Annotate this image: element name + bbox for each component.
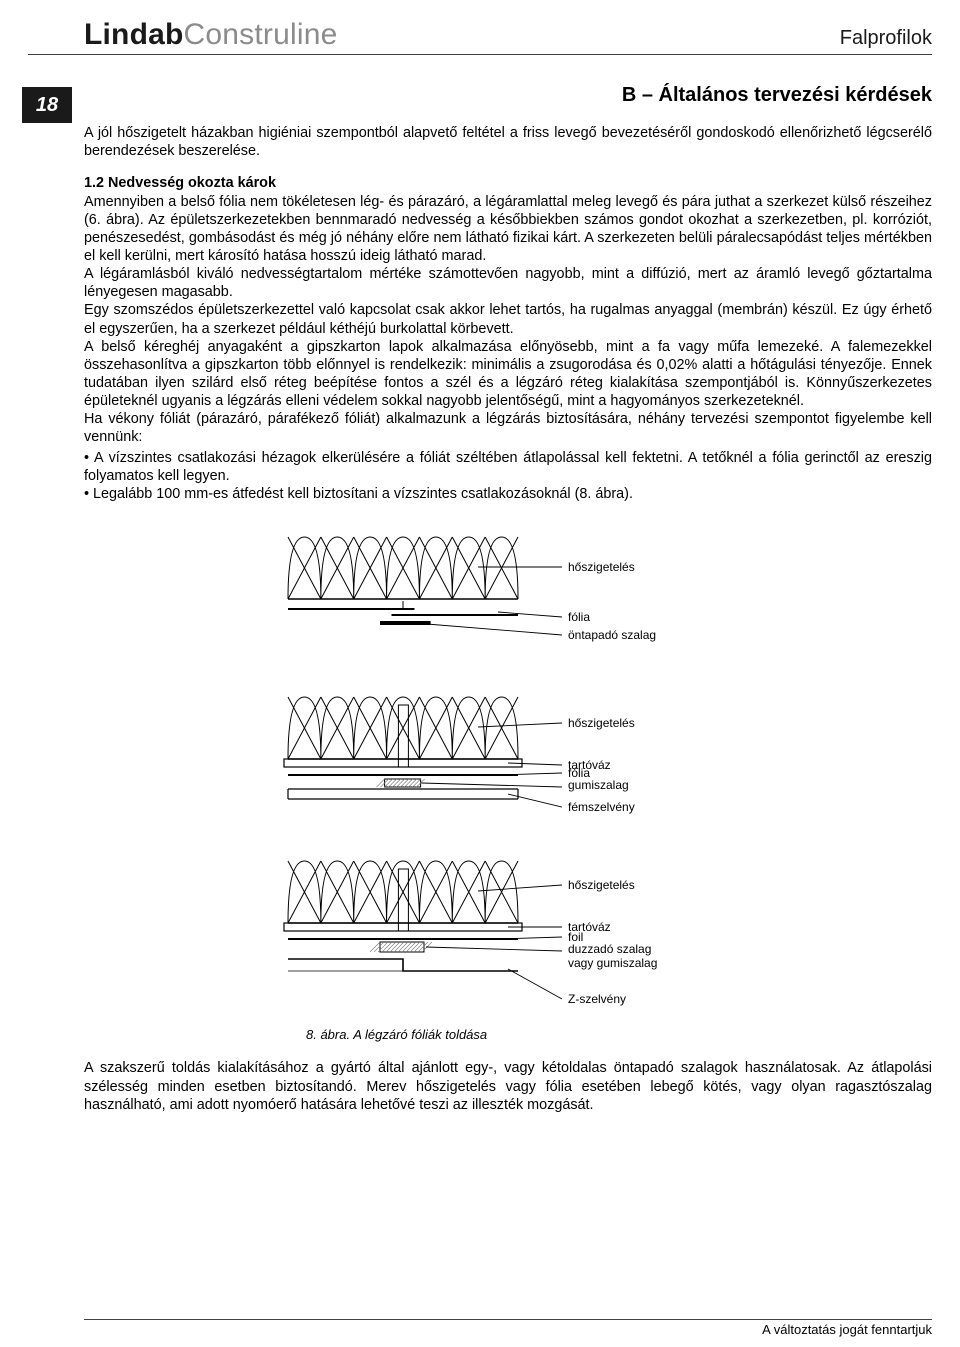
svg-text:öntapadó szalag: öntapadó szalag (568, 628, 656, 642)
footer-text: A változtatás jogát fenntartjuk (762, 1322, 932, 1337)
closing-paragraph: A szakszerű toldás kialakításához a gyár… (84, 1059, 932, 1113)
body-paragraph: Amennyiben a belső fólia nem tökéletesen… (84, 193, 932, 266)
body-paragraph: Egy szomszédos épületszerkezettel való k… (84, 301, 932, 337)
body-paragraph: A belső kéreghéj anyagaként a gipszkarto… (84, 338, 932, 411)
svg-text:fémszelvény: fémszelvény (568, 800, 635, 814)
page-content: B – Általános tervezési kérdések A jól h… (84, 83, 932, 1114)
bullet-list: A vízszintes csatlakozási hézagok elkerü… (84, 449, 932, 503)
intro-paragraph: A jól hőszigetelt házakban higiéniai sze… (84, 124, 932, 160)
body-paragraph: A légáramlásból kiváló nedvességtartalom… (84, 265, 932, 301)
svg-text:duzzadó szalag: duzzadó szalag (568, 942, 651, 956)
svg-text:vagy gumiszalag: vagy gumiszalag (568, 956, 657, 970)
list-item: Legalább 100 mm-es átfedést kell biztosí… (84, 485, 932, 503)
document-title: Falprofilok (840, 27, 932, 50)
page-number-badge: 18 (22, 87, 72, 123)
svg-text:fólia: fólia (568, 610, 590, 624)
subsection-heading: 1.2 Nedvesség okozta károk (84, 174, 932, 192)
section-heading: B – Általános tervezési kérdések (84, 83, 932, 108)
svg-text:gumiszalag: gumiszalag (568, 778, 629, 792)
svg-text:hőszigetelés: hőszigetelés (568, 560, 635, 574)
figure-8: hőszigetelés fólia öntapadó szalag hősziget… (258, 527, 758, 1017)
page-number: 18 (36, 94, 58, 117)
figure-caption: 8. ábra. A légzáró fóliák toldása (306, 1027, 932, 1043)
body-paragraph: Ha vékony fóliát (párazáró, párafékező f… (84, 410, 932, 446)
figure-diagram: hőszigetelés fólia öntapadó szalag hősziget… (258, 527, 758, 1017)
svg-text:hőszigetelés: hőszigetelés (568, 878, 635, 892)
brand-light: Construline (184, 18, 338, 51)
list-item: A vízszintes csatlakozási hézagok elkerü… (84, 449, 932, 485)
svg-text:Z-szelvény: Z-szelvény (568, 992, 626, 1006)
brand-logo: LindabConstruline (84, 18, 337, 52)
page-header: LindabConstruline Falprofilok (28, 18, 932, 55)
body-block: 1.2 Nedvesség okozta károk Amennyiben a … (84, 174, 932, 503)
page-footer: A változtatás jogát fenntartjuk (84, 1319, 932, 1337)
brand-bold: Lindab (84, 18, 184, 51)
svg-text:hőszigetelés: hőszigetelés (568, 716, 635, 730)
